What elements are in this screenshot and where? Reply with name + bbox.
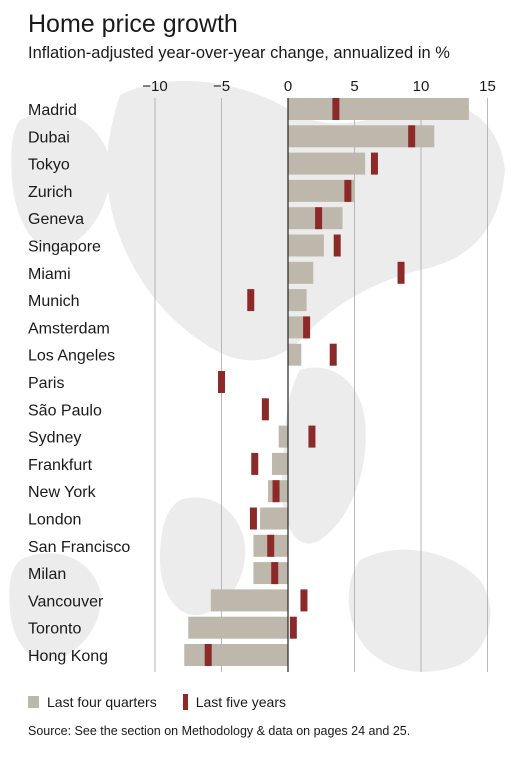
mark-last-five-years (329, 343, 337, 366)
category-label: Vancouver (28, 593, 104, 610)
category-label: Amsterdam (28, 320, 110, 337)
mark-last-five-years (289, 616, 297, 639)
x-tick-label: 15 (479, 78, 496, 95)
mark-last-five-years (247, 289, 255, 312)
bar-last-four-quarters (253, 562, 288, 585)
category-label: Miami (28, 266, 71, 283)
bar-last-four-quarters (288, 98, 469, 120)
category-label: Zurich (28, 184, 72, 201)
category-label: Milan (28, 566, 66, 583)
mark-last-five-years (315, 207, 323, 230)
x-tick-label: −10 (142, 78, 167, 95)
bar-last-four-quarters (288, 179, 355, 202)
bar-last-four-quarters (288, 125, 435, 148)
category-label: Hong Kong (28, 648, 108, 665)
mark-last-five-years (333, 234, 341, 257)
bar-last-four-quarters (288, 261, 314, 284)
category-label: Toronto (28, 621, 81, 638)
legend-swatch-bar (28, 696, 39, 708)
bar-last-four-quarters (188, 616, 288, 639)
mark-last-five-years (251, 452, 259, 475)
mark-last-five-years (272, 480, 280, 503)
mark-last-five-years (218, 371, 225, 393)
legend-label-five-years: Last five years (195, 694, 286, 710)
x-tick-label: −5 (213, 78, 230, 95)
category-label: Paris (28, 375, 64, 392)
mark-last-five-years (261, 398, 269, 421)
category-label: Singapore (28, 239, 101, 256)
category-label: Sydney (28, 430, 81, 447)
category-label: Geneva (28, 211, 84, 228)
legend: Last four quarters Last five years (28, 694, 286, 710)
legend-swatch-mark (182, 694, 188, 710)
bar-last-four-quarters (210, 589, 288, 612)
mark-last-five-years (332, 98, 340, 120)
legend-label-four-quarters: Last four quarters (47, 694, 157, 710)
mark-last-five-years (303, 316, 311, 339)
mark-last-five-years (408, 125, 416, 148)
category-label: Madrid (28, 102, 77, 119)
category-label: Munich (28, 293, 80, 310)
source-note: Source: See the section on Methodology &… (28, 724, 411, 738)
bar-last-four-quarters (278, 425, 288, 448)
mark-last-five-years (308, 425, 316, 448)
category-label: Los Angeles (28, 348, 115, 365)
mark-last-five-years (370, 152, 378, 175)
bar-last-four-quarters (288, 152, 366, 175)
bar-last-four-quarters (184, 644, 288, 666)
mark-last-five-years (271, 562, 279, 585)
bar-last-four-quarters (288, 289, 307, 312)
x-tick-label: 0 (284, 78, 292, 95)
x-tick-label: 5 (350, 78, 358, 95)
mark-last-five-years (300, 589, 308, 612)
mark-last-five-years (267, 534, 275, 557)
category-label: San Francisco (28, 539, 130, 556)
category-label: Frankfurt (28, 457, 93, 474)
bar-last-four-quarters (288, 343, 302, 366)
bar-last-four-quarters (288, 316, 307, 339)
x-tick-label: 10 (413, 78, 430, 95)
mark-last-five-years (344, 179, 352, 202)
chart-subtitle: Inflation-adjusted year-over-year change… (28, 44, 450, 62)
category-label: New York (28, 484, 97, 501)
mark-last-five-years (249, 507, 257, 530)
category-label: Tokyo (28, 157, 70, 174)
category-label: London (28, 512, 81, 529)
category-label: Dubai (28, 129, 70, 146)
bar-last-four-quarters (272, 452, 288, 475)
category-label: São Paulo (28, 402, 102, 419)
mark-last-five-years (204, 644, 212, 666)
bar-last-four-quarters (260, 507, 288, 530)
mark-last-five-years (397, 261, 405, 284)
bar-last-four-quarters (288, 234, 324, 257)
chart-title: Home price growth (28, 10, 238, 38)
